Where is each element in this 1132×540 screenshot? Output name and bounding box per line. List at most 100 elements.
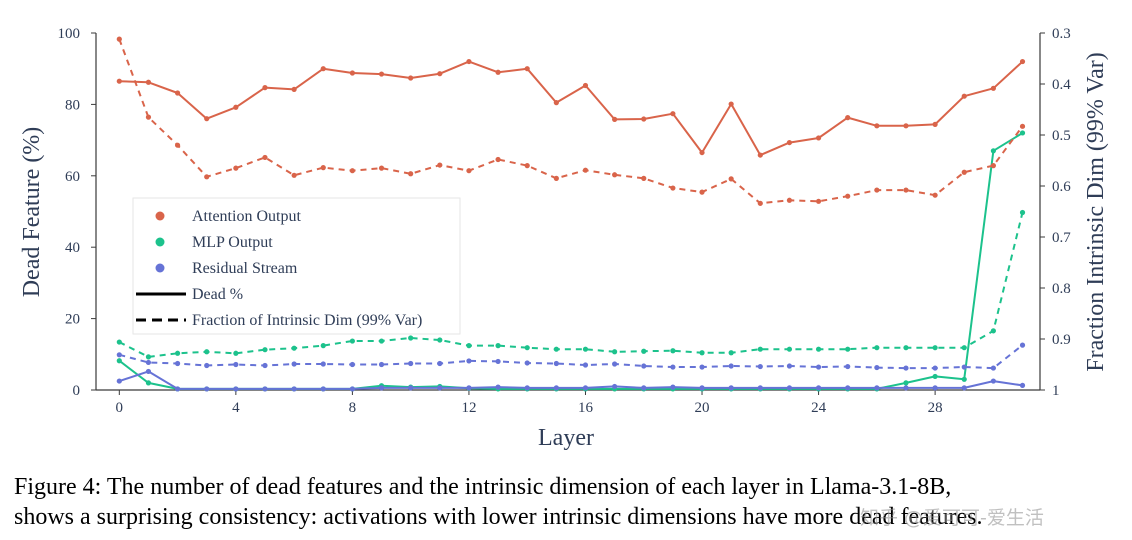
attention-output-intrinsic-line bbox=[118, 38, 1024, 205]
mlp-output-dead-point bbox=[145, 380, 152, 386]
mlp-output-intrinsic-point bbox=[670, 348, 676, 354]
attention-output-dead-point bbox=[670, 111, 676, 117]
residual-stream-dead-point bbox=[757, 385, 763, 391]
residual-stream-dead-line bbox=[118, 370, 1023, 390]
attention-output-dead-point bbox=[903, 123, 909, 129]
attention-output-intrinsic-point bbox=[174, 142, 181, 148]
attention-output-dead-point bbox=[699, 149, 705, 156]
attention-output-intrinsic-point bbox=[728, 176, 734, 182]
attention-output-intrinsic-point bbox=[699, 189, 705, 195]
residual-stream-dead-point bbox=[553, 385, 559, 391]
attention-output-dead-point bbox=[961, 93, 967, 99]
residual-stream-dead-point bbox=[1019, 382, 1026, 388]
residual-stream-intrinsic-point bbox=[815, 364, 822, 370]
y-right-tick-label: 0.8 bbox=[1052, 281, 1071, 297]
mlp-output-intrinsic-point bbox=[699, 350, 705, 356]
attention-output-intrinsic-point bbox=[874, 187, 880, 193]
y-left-tick-label: 60 bbox=[65, 169, 80, 185]
residual-stream-dead-point bbox=[495, 384, 501, 390]
mlp-output-intrinsic-point bbox=[961, 345, 967, 351]
residual-stream-dead-point bbox=[437, 385, 443, 391]
x-tick-label: 28 bbox=[928, 400, 943, 416]
attention-output-dead-point bbox=[1019, 58, 1026, 65]
residual-stream-dead-point bbox=[699, 385, 705, 391]
residual-stream-dead-point bbox=[932, 385, 938, 391]
mlp-output-intrinsic-point bbox=[437, 337, 443, 343]
mlp-output-intrinsic-point bbox=[262, 347, 268, 353]
y-right-tick-label: 0.5 bbox=[1052, 128, 1071, 144]
residual-stream-intrinsic-point bbox=[408, 360, 414, 367]
attention-output-dead-point bbox=[262, 85, 268, 91]
y-left-tick-label: 40 bbox=[65, 240, 80, 256]
attention-output-intrinsic-point bbox=[262, 154, 268, 161]
residual-stream-intrinsic-point bbox=[524, 360, 530, 366]
mlp-output-intrinsic-point bbox=[874, 345, 880, 351]
attention-output-dead-point bbox=[378, 71, 385, 77]
mlp-output-intrinsic-point bbox=[845, 346, 851, 352]
residual-stream-dead-point bbox=[845, 385, 851, 391]
attention-output-intrinsic-point bbox=[320, 165, 326, 171]
attention-output-intrinsic-point bbox=[116, 36, 122, 42]
mlp-output-intrinsic-point bbox=[466, 343, 472, 349]
mlp-output-intrinsic-point bbox=[320, 343, 326, 349]
legend-box bbox=[132, 197, 461, 335]
legend-label: Residual Stream bbox=[192, 260, 298, 277]
attention-output-intrinsic-point bbox=[495, 156, 501, 163]
mlp-output-intrinsic-point bbox=[408, 335, 414, 341]
mlp-output-intrinsic-point bbox=[582, 346, 589, 352]
residual-stream-intrinsic-point bbox=[437, 360, 443, 367]
residual-stream-dead-point bbox=[145, 368, 152, 375]
mlp-output-intrinsic-point bbox=[495, 343, 501, 349]
attention-output-intrinsic-point bbox=[757, 200, 763, 206]
attention-output-intrinsic-point bbox=[466, 168, 472, 174]
attention-output-dead-line bbox=[119, 60, 1024, 157]
residual-stream-dead-point bbox=[874, 385, 880, 391]
mlp-output-intrinsic-point bbox=[728, 350, 734, 356]
attention-output-dead-point bbox=[174, 90, 181, 96]
x-tick-label: 8 bbox=[349, 400, 357, 416]
attention-output-dead-point bbox=[408, 75, 414, 81]
attention-output-dead-point bbox=[582, 82, 589, 89]
y-left-tick-label: 20 bbox=[65, 312, 80, 328]
residual-stream-dead-point bbox=[320, 386, 326, 392]
residual-stream-dead-point bbox=[670, 384, 676, 390]
residual-stream-dead-point bbox=[582, 385, 589, 391]
x-tick-label: 16 bbox=[578, 400, 594, 416]
attention-output-intrinsic-point bbox=[437, 162, 443, 168]
attention-output-dead-point bbox=[349, 70, 355, 76]
attention-output-intrinsic-point bbox=[349, 168, 355, 174]
mlp-output-intrinsic-point bbox=[553, 346, 559, 352]
mlp-output-dead-point bbox=[116, 358, 122, 364]
residual-stream-intrinsic-point bbox=[1019, 342, 1026, 348]
mlp-output-intrinsic-point bbox=[932, 345, 938, 351]
residual-stream-dead-point bbox=[903, 385, 909, 391]
residual-stream-intrinsic-point bbox=[233, 361, 239, 368]
residual-stream-dead-point bbox=[378, 385, 385, 391]
residual-stream-dead-point bbox=[291, 386, 297, 392]
attention-output-intrinsic-point bbox=[903, 187, 909, 193]
mlp-output-intrinsic-point bbox=[204, 349, 210, 355]
attention-output-intrinsic-point bbox=[932, 192, 938, 198]
residual-stream-dead-point bbox=[612, 383, 618, 390]
mlp-output-intrinsic-point bbox=[641, 348, 647, 354]
legend-marker bbox=[155, 263, 165, 273]
y-left-tick-label: 0 bbox=[73, 383, 81, 399]
residual-stream-dead-point bbox=[786, 385, 793, 391]
mlp-output-intrinsic-point bbox=[786, 346, 793, 352]
residual-stream-intrinsic-point bbox=[262, 362, 268, 369]
residual-stream-intrinsic-point bbox=[349, 361, 355, 368]
residual-stream-dead-point bbox=[116, 378, 122, 384]
mlp-output-intrinsic-point bbox=[1019, 209, 1026, 216]
attention-output-dead-point bbox=[466, 58, 472, 65]
x-axis-title: Layer bbox=[538, 425, 594, 451]
attention-output-dead-point bbox=[524, 66, 530, 72]
figure-caption: Figure 4: The number of dead features an… bbox=[14, 472, 1124, 532]
legend-label: Dead % bbox=[192, 286, 243, 303]
attention-output-dead-point bbox=[553, 100, 559, 106]
residual-stream-intrinsic-point bbox=[990, 365, 996, 371]
residual-stream-intrinsic-point bbox=[495, 358, 501, 365]
caption-line-2: shows a surprising consistency: activati… bbox=[14, 504, 983, 530]
series-lines bbox=[116, 36, 1026, 392]
caption-line-1: Figure 4: The number of dead features an… bbox=[14, 474, 952, 500]
mlp-output-intrinsic-point bbox=[291, 345, 297, 351]
